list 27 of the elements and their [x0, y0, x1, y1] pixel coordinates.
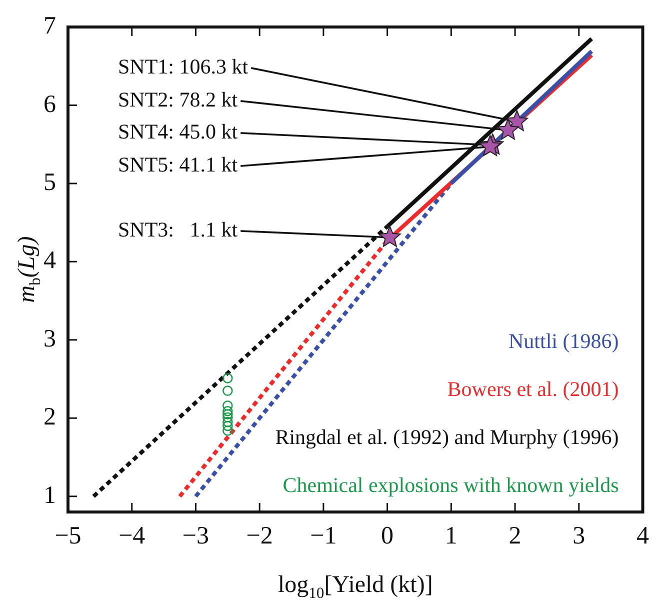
x-tick-label: −3: [182, 522, 210, 550]
x-tick-label: 4: [636, 522, 650, 550]
x-tick-label: −5: [54, 522, 82, 550]
text: Bowers et al. (2001): [447, 377, 619, 401]
x-tick-label: 2: [508, 522, 522, 550]
annotation: SNT4: 45.0 kt: [118, 120, 238, 144]
y-axis-title: mb(Lg): [14, 236, 44, 303]
annotation: SNT3: 1.1 kt: [118, 218, 238, 242]
y-tick-label: 6: [44, 90, 56, 118]
annotation: SNT1: 106.3 kt: [118, 54, 248, 79]
y-tick-label: 5: [44, 169, 56, 196]
x-tick-label: 0: [381, 522, 394, 550]
y-tick-label: 4: [44, 247, 56, 274]
y-tick-label: 3: [44, 325, 56, 352]
annotation: SNT5: 41.1 kt: [118, 152, 238, 177]
text: Nuttli (1986): [508, 329, 619, 353]
annotation: SNT2: 78.2 kt: [118, 88, 238, 112]
y-tick-label: 2: [44, 404, 56, 431]
y-tick-label: 7: [44, 12, 56, 40]
text: Chemical explosions with known yields: [282, 473, 619, 497]
x-tick-label: −1: [310, 522, 337, 550]
y-tick-label: 1: [44, 482, 56, 509]
x-tick-label: −2: [246, 522, 273, 550]
x-tick-label: 1: [444, 522, 458, 550]
x-tick-label: −4: [118, 522, 146, 550]
text: Ringdal et al. (1992) and Murphy (1996): [275, 425, 619, 449]
x-tick-label: 3: [572, 522, 586, 550]
